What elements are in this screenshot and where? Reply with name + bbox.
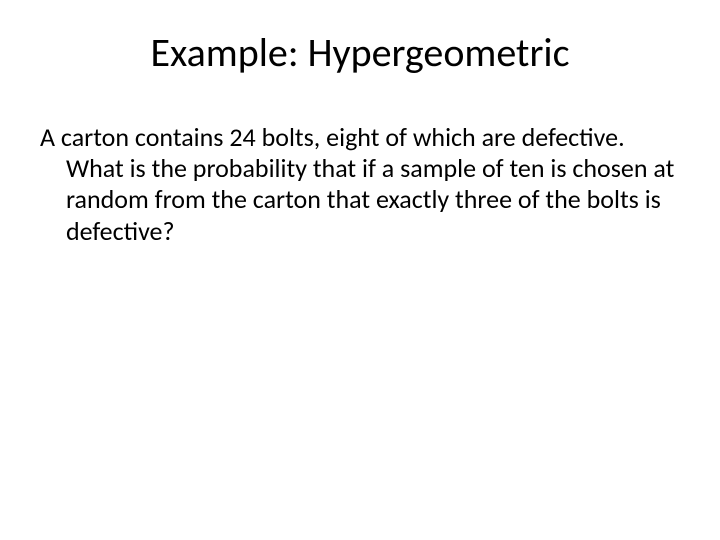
slide-title: Example: Hypergeometric bbox=[40, 28, 680, 77]
slide-container: Example: Hypergeometric A carton contain… bbox=[0, 0, 720, 540]
slide-body-text: A carton contains 24 bolts, eight of whi… bbox=[66, 122, 680, 247]
